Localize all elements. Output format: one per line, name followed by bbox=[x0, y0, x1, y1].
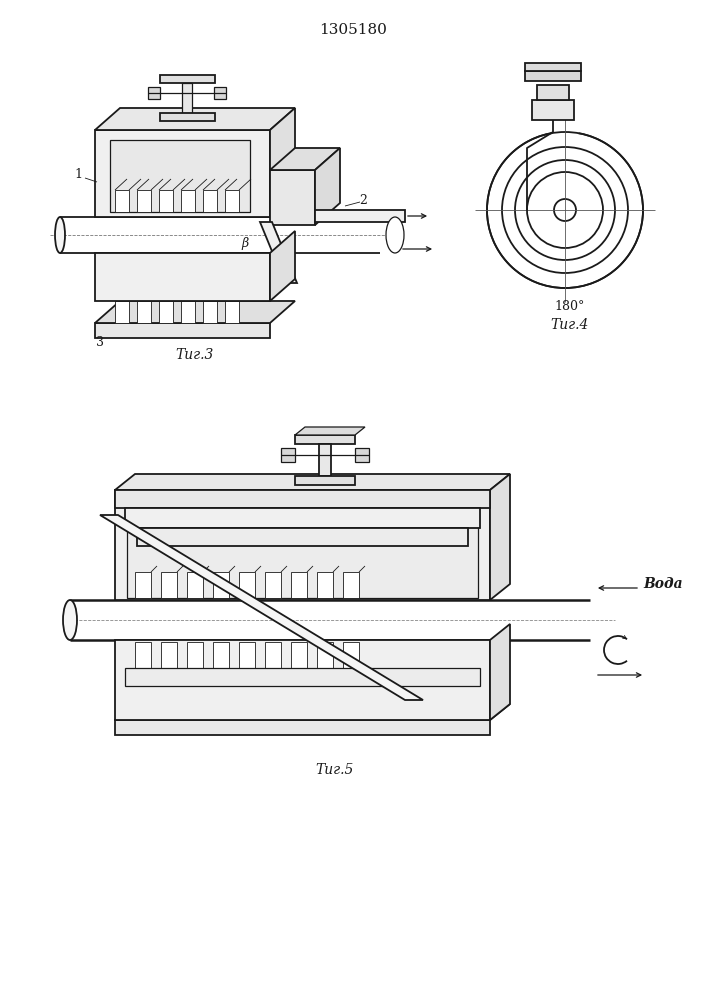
Bar bbox=[343, 642, 359, 668]
Bar bbox=[343, 572, 359, 598]
Bar bbox=[239, 572, 255, 598]
Bar bbox=[213, 642, 229, 668]
Polygon shape bbox=[260, 222, 297, 283]
Bar bbox=[160, 75, 215, 83]
Polygon shape bbox=[490, 474, 510, 600]
Bar bbox=[317, 642, 333, 668]
Bar bbox=[187, 642, 203, 668]
Bar bbox=[265, 642, 281, 668]
Text: Τиг.5: Τиг.5 bbox=[316, 763, 354, 777]
Bar bbox=[182, 83, 192, 113]
Bar bbox=[115, 490, 490, 508]
Bar bbox=[95, 130, 270, 217]
Bar bbox=[295, 476, 355, 485]
Ellipse shape bbox=[550, 74, 556, 80]
Bar bbox=[525, 63, 581, 71]
Polygon shape bbox=[95, 301, 295, 323]
Bar bbox=[115, 190, 129, 212]
Polygon shape bbox=[100, 515, 423, 700]
Bar bbox=[239, 642, 255, 668]
Bar bbox=[203, 301, 217, 323]
Text: β: β bbox=[241, 236, 249, 249]
Text: 1305180: 1305180 bbox=[319, 23, 387, 37]
Polygon shape bbox=[115, 704, 510, 720]
Bar bbox=[270, 170, 315, 225]
Bar bbox=[281, 448, 295, 462]
Bar bbox=[115, 490, 490, 600]
Bar bbox=[319, 444, 331, 476]
Polygon shape bbox=[270, 148, 340, 170]
Bar bbox=[225, 301, 239, 323]
Text: 3: 3 bbox=[96, 336, 104, 350]
Bar bbox=[525, 71, 581, 81]
Ellipse shape bbox=[55, 217, 65, 253]
Bar bbox=[125, 508, 480, 528]
Bar bbox=[214, 87, 226, 99]
Bar bbox=[181, 301, 195, 323]
Bar bbox=[161, 642, 177, 668]
Polygon shape bbox=[295, 427, 365, 435]
Bar bbox=[181, 190, 195, 212]
Text: Вода: Вода bbox=[643, 577, 683, 591]
Text: 2: 2 bbox=[359, 194, 367, 207]
Polygon shape bbox=[490, 624, 510, 720]
Ellipse shape bbox=[63, 600, 77, 640]
Text: 1: 1 bbox=[74, 168, 82, 182]
Bar bbox=[213, 572, 229, 598]
Polygon shape bbox=[315, 148, 340, 225]
Bar bbox=[137, 190, 151, 212]
Bar bbox=[355, 448, 369, 462]
Bar bbox=[532, 100, 574, 120]
Polygon shape bbox=[95, 108, 295, 130]
Polygon shape bbox=[270, 108, 295, 217]
Bar bbox=[95, 253, 270, 301]
Bar bbox=[159, 301, 173, 323]
Bar bbox=[317, 572, 333, 598]
Bar bbox=[203, 190, 217, 212]
Bar bbox=[110, 140, 250, 212]
Bar bbox=[265, 572, 281, 598]
Bar bbox=[295, 435, 355, 444]
Polygon shape bbox=[115, 474, 510, 490]
Polygon shape bbox=[270, 231, 295, 301]
Bar bbox=[115, 301, 129, 323]
Bar bbox=[137, 301, 151, 323]
Bar bbox=[159, 190, 173, 212]
Bar bbox=[127, 508, 478, 598]
Bar bbox=[137, 528, 468, 546]
Bar bbox=[125, 668, 480, 686]
Bar bbox=[291, 572, 307, 598]
Text: Τиг.4: Τиг.4 bbox=[551, 318, 589, 332]
Bar bbox=[95, 323, 270, 338]
Text: Τиг.3: Τиг.3 bbox=[176, 348, 214, 362]
Bar bbox=[115, 720, 490, 735]
Bar bbox=[225, 190, 239, 212]
Bar bbox=[115, 640, 490, 720]
Bar bbox=[135, 572, 151, 598]
Ellipse shape bbox=[386, 217, 404, 253]
Bar bbox=[148, 87, 160, 99]
Bar bbox=[187, 572, 203, 598]
Text: 180°: 180° bbox=[555, 300, 585, 312]
Ellipse shape bbox=[554, 199, 576, 221]
Bar bbox=[161, 572, 177, 598]
Bar bbox=[537, 85, 569, 100]
Bar bbox=[291, 642, 307, 668]
Bar bbox=[160, 113, 215, 121]
Bar bbox=[135, 642, 151, 668]
Bar bbox=[315, 210, 405, 222]
